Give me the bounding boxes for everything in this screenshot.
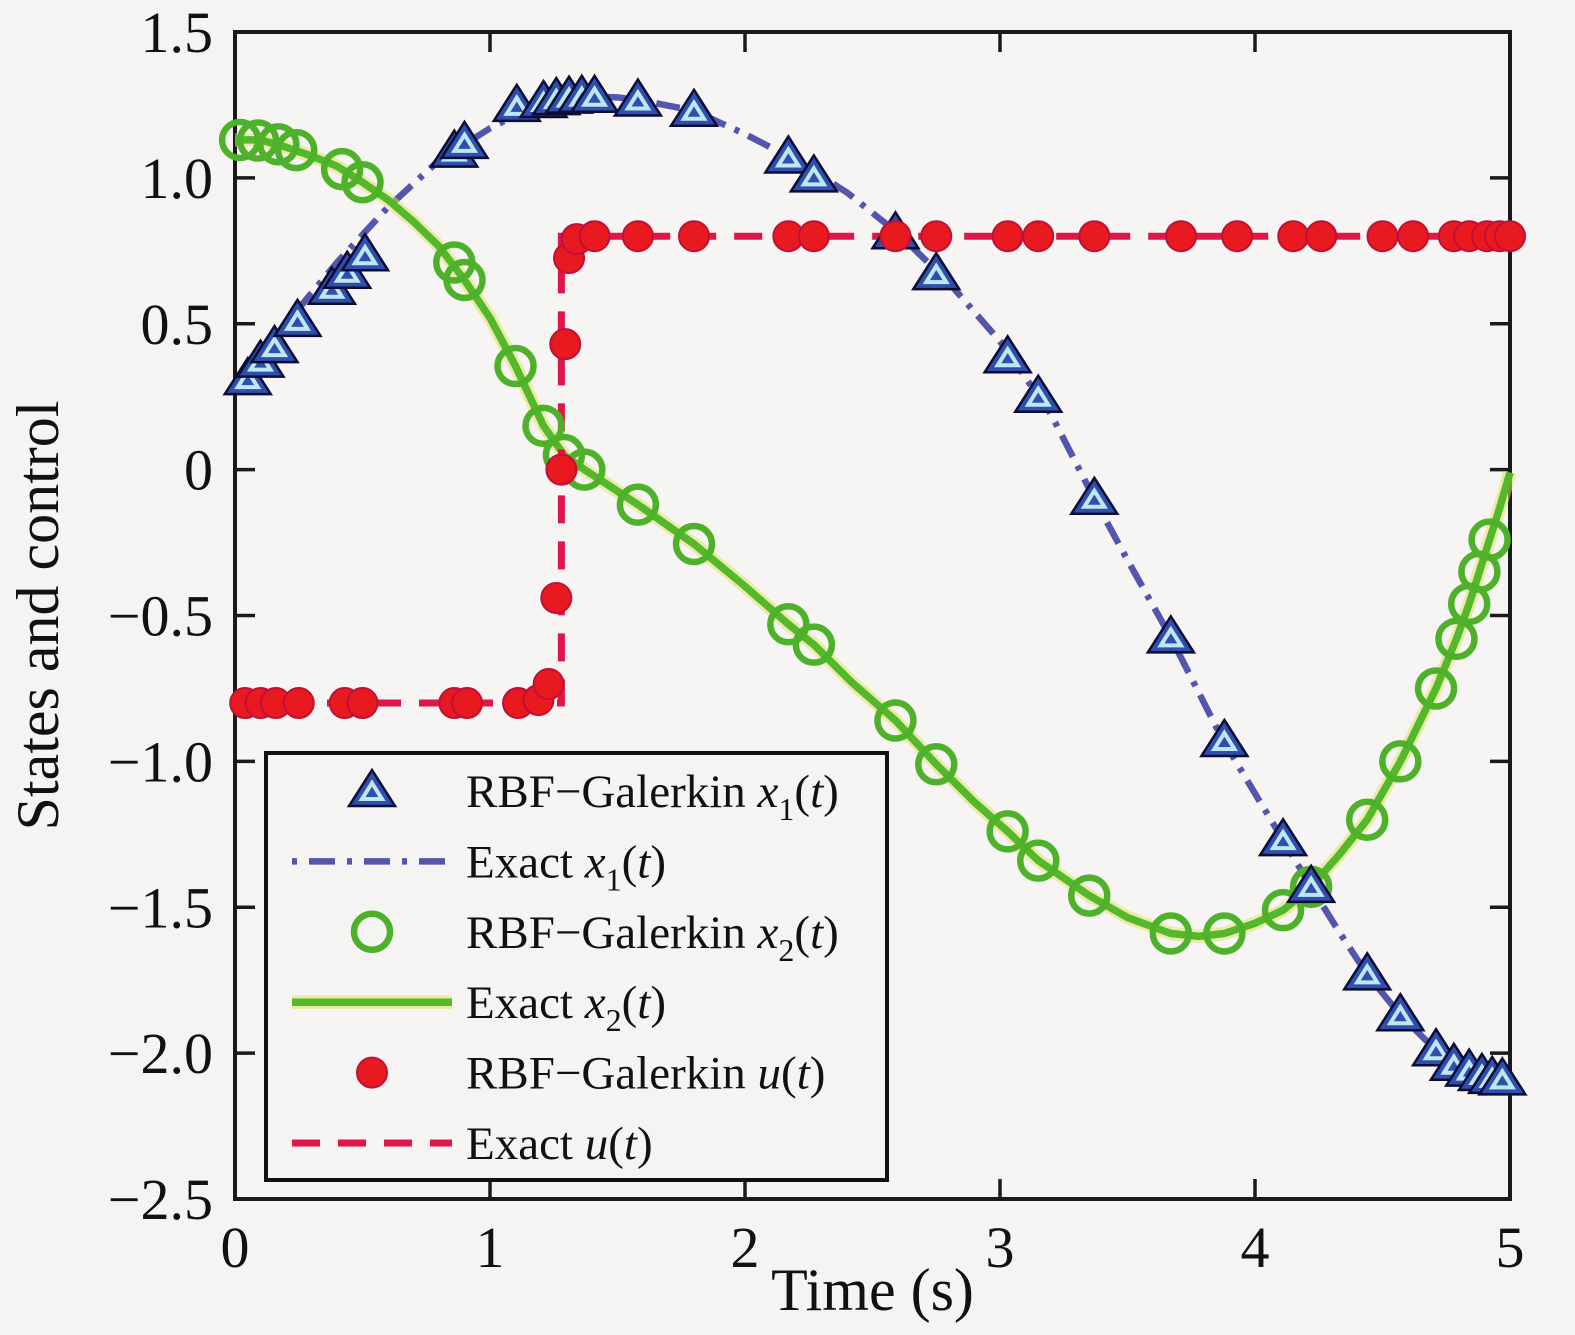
series-rbf-galerkin-x2 (218, 118, 1511, 955)
x-axis: 0 1 2 3 4 5 (221, 32, 1525, 1280)
legend-label: RBF−Galerkin u(t) (466, 1048, 825, 1100)
legend-entry-rbf-galerkin-u: RBF−Galerkin u(t) (356, 1048, 825, 1100)
y-tick-label: −1.5 (108, 875, 213, 940)
legend-label: Exact u(t) (466, 1118, 653, 1170)
legend-entry-rbf-galerkin-x2: RBF−Galerkin x2(t) (350, 907, 839, 968)
legend-label: RBF−Galerkin x2(t) (466, 907, 839, 968)
legend-entry-rbf-galerkin-x1: RBF−Galerkin x1(t) (346, 766, 839, 827)
x-tick-label: 4 (1241, 1215, 1270, 1280)
y-tick-label: 0.5 (141, 292, 214, 357)
y-tick-label: −2.0 (108, 1021, 213, 1086)
y-axis-label: States and control (5, 401, 71, 831)
series-rbf-galerkin-x1 (222, 73, 1528, 1096)
series-line (235, 136, 1514, 941)
y-tick-label: 0 (184, 438, 213, 503)
legend-label: RBF−Galerkin x1(t) (466, 766, 839, 827)
legend-entry-exact-u: Exact u(t) (292, 1118, 653, 1170)
y-tick-label: −2.5 (108, 1167, 213, 1232)
legend-label: Exact x1(t) (466, 836, 666, 897)
y-tick-label: −1.0 (108, 729, 213, 794)
legend-entry-exact-x1: Exact x1(t) (292, 836, 666, 897)
x-tick-label: 3 (986, 1215, 1015, 1280)
y-tick-label: 1.5 (141, 0, 214, 65)
x-axis-label: Time (s) (771, 1257, 974, 1323)
x-tick-label: 1 (476, 1215, 505, 1280)
legend-entry-exact-x2: Exact x2(t) (292, 977, 666, 1038)
x-tick-label: 0 (221, 1215, 250, 1280)
y-tick-label: 1.0 (141, 146, 214, 211)
x-tick-label: 5 (1496, 1215, 1525, 1280)
legend: RBF−Galerkin x1(t) Exact x1(t) RBF−Galerki… (264, 751, 889, 1182)
y-axis: 1.5 1.0 0.5 0 −0.5 −1.0 −1.5 −2.0 −2.5 (108, 0, 1510, 1232)
series-rbf-galerkin-u (229, 220, 1526, 720)
legend-box (264, 751, 889, 1182)
y-tick-label: −0.5 (108, 584, 213, 649)
x-tick-label: 2 (731, 1215, 760, 1280)
legend-label: Exact x2(t) (466, 977, 666, 1038)
series-exact-x2 (235, 133, 1517, 944)
